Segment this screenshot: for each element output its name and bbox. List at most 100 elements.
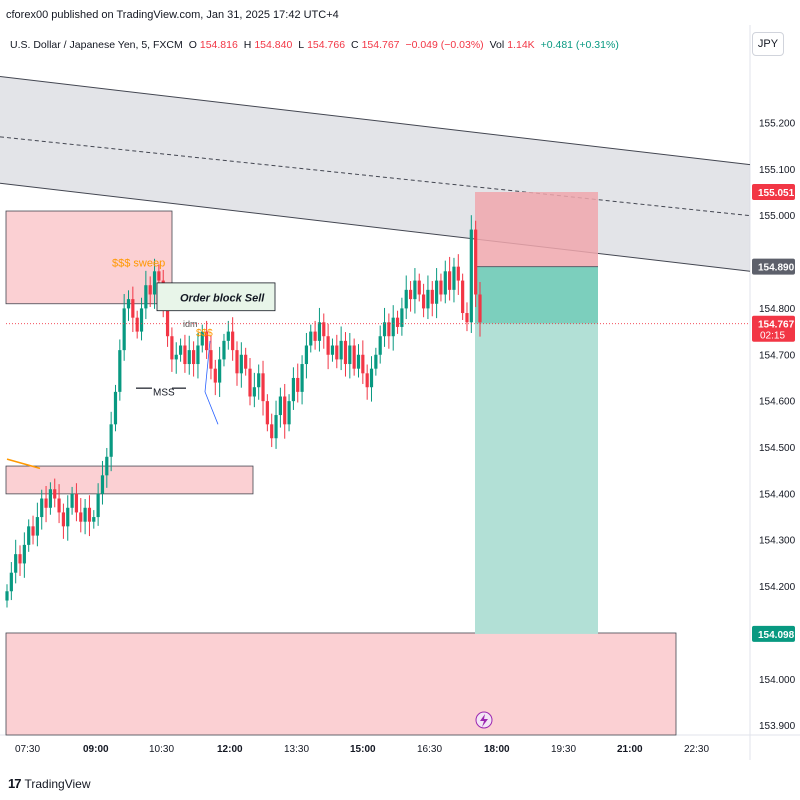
candle-body [465,313,469,323]
low-label: L [298,39,305,51]
close-value: 154.767 [361,39,400,51]
candle-body [183,345,187,365]
y-tick-label: 155.000 [759,211,796,222]
candle-body [174,354,178,360]
candle-body [235,350,239,374]
candle-body [382,322,387,337]
candle-body [152,271,157,295]
candle-body [404,289,408,309]
candle-body [191,350,196,365]
candle-body [448,271,452,290]
candle-body [31,526,35,536]
y-tick-label: 155.100 [759,165,796,176]
candle-body [417,280,421,295]
candle-body [178,345,183,355]
candle-body [313,331,317,341]
candle-body [426,289,430,309]
y-tick-label: 154.000 [759,675,796,686]
y-tick-label: 154.300 [759,536,796,547]
candle-body [435,280,439,304]
candle-body [244,354,248,369]
candle-body [109,424,113,457]
symbol-legend: U.S. Dollar / Japanese Yen, 5, FXCM O 154… [10,39,622,51]
candle-body [330,345,335,355]
candle-body [44,498,48,508]
candle-body [200,331,204,346]
candle-body [287,401,291,425]
candle-body [35,517,39,536]
high-label: H [243,39,252,51]
symbol-name[interactable]: U.S. Dollar / Japanese Yen, 5, FXCM [10,39,183,51]
candle-body [218,359,222,383]
x-tick-label: 12:00 [217,744,243,755]
dollars-label: $$$ [196,328,213,339]
candle-body [413,280,417,300]
tradingview-footer[interactable]: 17 TradingView [8,776,91,791]
candle-body [283,396,287,425]
currency-button[interactable]: JPY [752,32,784,56]
candle-body [443,271,447,295]
price-label-bg [752,258,795,275]
candle-body [352,345,356,369]
candle-body [395,317,400,327]
change-value: −0.049 (−0.03%) [405,39,484,51]
candle-body [5,591,9,601]
x-tick-label: 16:30 [417,744,442,755]
candle-body [222,340,226,360]
candle-body [356,354,361,369]
candle-body [469,229,473,323]
open-value: 154.816 [199,39,238,51]
open-label: O [188,39,197,51]
candle-body [461,280,465,314]
publisher-bar: cforex00 published on TradingView.com, J… [0,0,800,30]
x-tick-label: 21:00 [617,744,643,755]
candle-body [478,294,482,323]
stop-loss-zone [475,192,598,267]
candle-body [170,336,174,360]
candle-body [400,308,404,327]
close-label: C [350,39,359,51]
candle-body [408,289,413,300]
demand-zone [5,465,254,495]
candle-body [205,331,209,351]
candle-body [126,299,131,309]
candle-body [365,373,369,388]
y-tick-label: 154.800 [759,304,796,315]
candle-body [96,493,100,518]
high-value: 154.840 [254,39,293,51]
candle-body [9,572,13,592]
candle-body [157,271,161,281]
candle-body [265,401,269,425]
candle-body [83,507,87,522]
candle-body [226,331,230,341]
candle-body [113,391,118,425]
price-label-bg [752,625,795,642]
candle-body [322,322,326,337]
candle-body [213,368,217,383]
candle-body [387,322,391,337]
candle-body [452,266,456,290]
open-profit-zone [475,266,598,324]
candle-body [391,317,395,337]
channel-lower-line [0,182,751,272]
candle-body [122,308,126,351]
candle-body [165,308,170,337]
candle-body [66,507,70,527]
take-profit-zone [475,323,598,634]
candle-body [348,345,352,365]
candle-body [361,354,365,374]
candle-body [252,387,256,397]
price-label: 154.890 [758,263,795,274]
candle-body [87,507,92,522]
candle-body [339,340,343,360]
low-value: 154.766 [307,39,346,51]
y-tick-label: 154.600 [759,397,796,408]
candle-body [209,350,213,369]
x-tick-label: 13:30 [284,744,309,755]
supply-zone-lower [5,632,677,736]
candle-body [300,364,304,392]
x-tick-label: 19:30 [551,744,576,755]
candle-body [291,377,296,402]
price-label: 155.051 [758,188,795,199]
